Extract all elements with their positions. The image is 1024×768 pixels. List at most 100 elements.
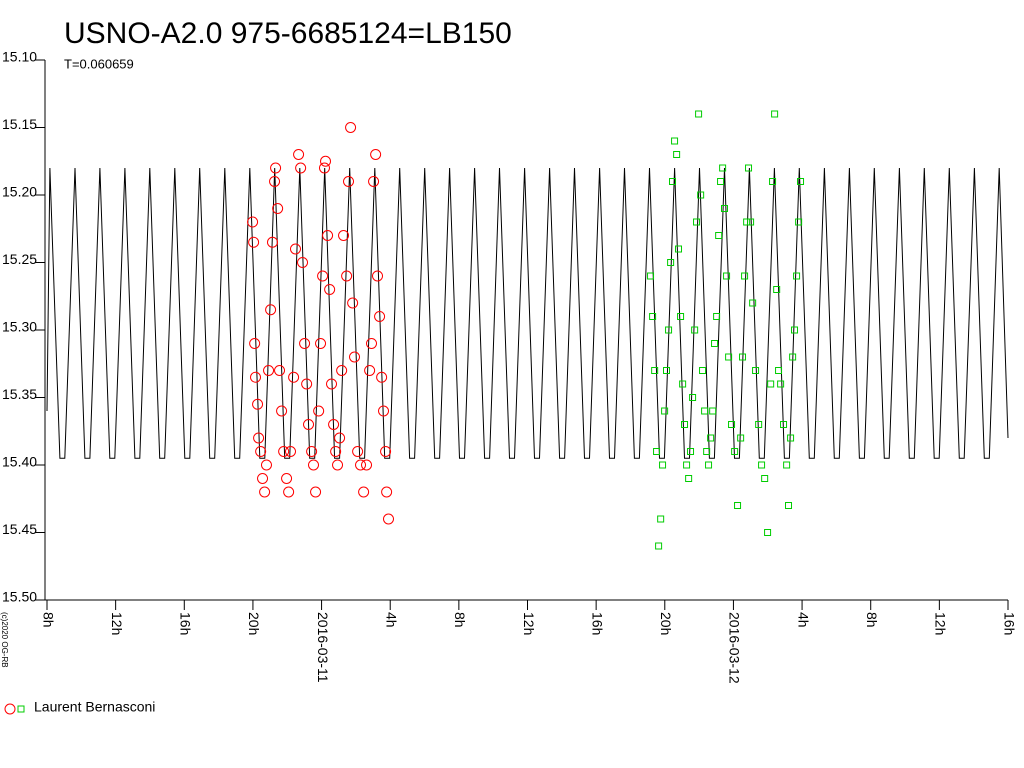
data-point [341,270,353,282]
data-point [338,230,350,241]
data-point [747,218,755,226]
data-point [257,473,269,484]
data-point [306,446,318,457]
data-point [703,448,711,455]
data-point [737,434,745,442]
y-tick-label: 15.30 [2,319,37,335]
data-point [324,284,336,295]
data-point [269,176,281,187]
data-point [764,529,772,536]
data-point [734,502,742,509]
data-point [320,155,332,167]
data-point [749,299,757,307]
data-point [789,353,797,361]
x-tick-label: 16h [178,612,194,635]
data-point [270,162,282,174]
data-point [330,446,342,457]
data-point [343,176,355,187]
data-point [347,297,359,309]
x-tick-label: 12h [521,612,537,635]
legend-label: Laurent Bernasconi [34,699,155,715]
data-point [260,459,272,471]
data-point [777,380,785,388]
x-tick-label: 4h [795,612,811,628]
data-point [364,365,376,376]
y-tick-label: 15.50 [2,589,37,605]
data-point [743,218,751,226]
data-point [717,178,725,185]
chart-subtitle: T=0.060659 [64,56,134,71]
data-point [693,218,701,226]
data-point [250,371,262,383]
data-point [701,407,709,415]
data-point [265,304,277,316]
data-point [301,378,313,390]
data-point [322,230,334,241]
data-point [752,367,760,374]
x-tick-label: 20h [246,612,262,635]
data-point [685,475,693,482]
data-point [767,380,775,388]
data-point [368,176,380,187]
data-point [381,486,393,498]
data-point [741,272,749,280]
y-tick-label: 15.40 [2,454,37,470]
data-point [709,407,717,415]
data-point [328,419,340,430]
y-tick-label: 15.45 [2,521,37,537]
data-point [758,461,766,469]
data-point [276,405,288,417]
data-point [272,203,284,214]
data-point [358,486,370,498]
x-tick-label: 16h [1001,612,1017,635]
data-point [695,110,703,118]
x-tick-label: 4h [384,612,400,628]
data-point [318,162,330,174]
data-point [731,448,739,455]
data-point [705,461,713,469]
data-point [249,338,261,349]
data-point [285,446,297,457]
data-point [739,353,747,361]
data-point [683,461,691,469]
data-point [336,365,348,376]
data-point [266,236,278,248]
data-point [310,486,322,498]
x-tick-label: 8h [452,612,468,628]
data-point [665,326,673,334]
data-point [345,122,357,133]
data-point [689,394,697,401]
data-point [661,407,669,415]
data-point [707,434,715,442]
data-point [366,338,378,349]
data-point [711,340,719,347]
data-point [651,367,659,374]
legend-marker [4,703,16,715]
data-point [771,110,779,118]
x-tick-label: 12h [109,612,125,635]
data-point [713,313,721,320]
x-tick-label: 2016-03-11 [315,612,331,683]
data-point [785,502,793,509]
data-point [288,371,300,383]
data-point [761,475,769,482]
data-point [663,367,671,374]
data-point [372,270,384,282]
data-point [283,486,295,498]
y-tick-label: 15.35 [2,386,37,402]
data-point [667,259,675,266]
data-point [248,236,260,248]
data-point [715,232,723,239]
x-tick-label: 20h [658,612,674,635]
data-point [374,311,386,322]
data-point [755,421,763,428]
data-point [728,421,736,428]
data-point [326,378,338,390]
data-point [783,461,791,469]
data-point [679,380,687,388]
data-point [659,461,667,469]
data-point [795,218,803,226]
data-point [791,326,799,334]
data-point [780,421,788,428]
